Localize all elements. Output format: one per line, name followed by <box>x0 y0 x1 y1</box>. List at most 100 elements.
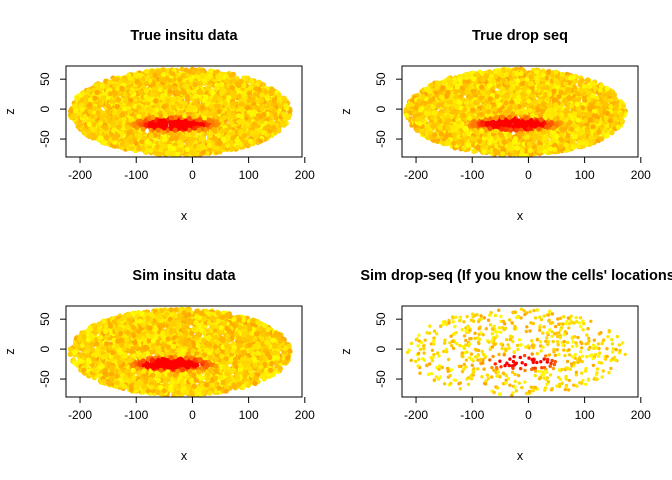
data-point <box>150 81 156 87</box>
data-point <box>152 136 158 142</box>
data-point <box>129 145 135 151</box>
data-point <box>121 102 127 108</box>
data-point <box>227 115 233 121</box>
data-point <box>192 82 198 88</box>
data-point <box>106 114 112 120</box>
data-point <box>128 138 134 144</box>
data-point <box>68 108 74 114</box>
data-point <box>111 120 117 126</box>
data-point <box>246 90 252 96</box>
data-point <box>269 90 275 97</box>
data-point <box>187 69 193 75</box>
data-point <box>129 116 135 122</box>
data-point <box>134 79 140 85</box>
data-point <box>72 114 78 120</box>
data-point <box>91 122 97 128</box>
data-point <box>152 72 158 78</box>
scatter-points <box>403 66 629 157</box>
data-point <box>247 85 254 91</box>
data-point <box>218 72 224 78</box>
data-point <box>213 103 219 109</box>
data-point <box>230 101 236 107</box>
data-point <box>107 79 113 86</box>
data-point <box>175 89 181 96</box>
data-point <box>87 108 93 115</box>
data-point <box>249 130 255 136</box>
data-point <box>245 143 251 149</box>
x-tick-label: 200 <box>295 168 315 182</box>
data-point <box>194 73 200 79</box>
data-point <box>97 120 104 126</box>
data-point <box>154 144 160 150</box>
data-point <box>248 79 254 85</box>
data-point <box>182 100 188 106</box>
data-point <box>161 104 167 110</box>
data-point <box>161 125 167 131</box>
data-point <box>170 152 176 157</box>
data-point <box>147 97 153 103</box>
data-point <box>219 128 225 134</box>
data-point <box>79 106 85 112</box>
data-point <box>214 85 220 91</box>
data-point <box>250 96 256 103</box>
data-point <box>128 89 134 95</box>
y-tick-label: -50 <box>38 130 52 148</box>
data-point <box>160 72 166 78</box>
data-point <box>98 135 104 141</box>
data-point <box>124 141 130 147</box>
data-point <box>150 114 156 120</box>
data-point <box>140 126 146 132</box>
data-point <box>79 97 85 103</box>
data-point <box>249 126 256 132</box>
data-point <box>180 73 187 79</box>
data-point <box>112 90 118 96</box>
scatter-points <box>67 66 293 157</box>
data-point <box>210 90 216 96</box>
data-point <box>158 147 164 153</box>
data-point <box>214 121 221 127</box>
data-point <box>226 110 232 117</box>
data-point <box>114 103 120 110</box>
data-point <box>256 87 263 93</box>
data-point <box>280 111 286 117</box>
plot-frame <box>65 65 303 158</box>
data-point <box>176 124 182 130</box>
data-point <box>111 110 117 116</box>
data-point <box>238 79 244 85</box>
data-point <box>170 71 176 77</box>
data-point <box>166 143 172 149</box>
data-point <box>188 76 194 82</box>
data-point <box>191 105 197 111</box>
data-point <box>229 85 235 91</box>
data-point <box>183 118 189 124</box>
data-point <box>219 81 225 88</box>
data-point <box>251 101 257 107</box>
data-point <box>283 103 289 109</box>
data-point <box>177 76 183 82</box>
data-point <box>157 87 163 93</box>
data-point <box>272 111 278 117</box>
data-point <box>167 84 173 90</box>
data-point <box>87 97 93 103</box>
data-point <box>207 142 213 148</box>
data-point <box>89 113 95 120</box>
data-point <box>103 78 109 84</box>
data-point <box>224 78 230 84</box>
data-point <box>145 106 151 112</box>
data-point <box>228 72 234 78</box>
x-tick-label: 0 <box>189 168 196 182</box>
data-point <box>77 111 83 117</box>
data-point <box>155 68 161 75</box>
data-point <box>112 143 118 149</box>
data-point <box>265 111 271 117</box>
data-point <box>74 96 80 102</box>
data-point <box>181 90 187 96</box>
data-point <box>160 67 166 73</box>
data-point <box>238 101 244 107</box>
data-point <box>127 75 133 81</box>
data-point <box>136 146 142 152</box>
data-point <box>234 144 241 150</box>
data-point <box>176 97 182 103</box>
data-point <box>142 135 148 141</box>
